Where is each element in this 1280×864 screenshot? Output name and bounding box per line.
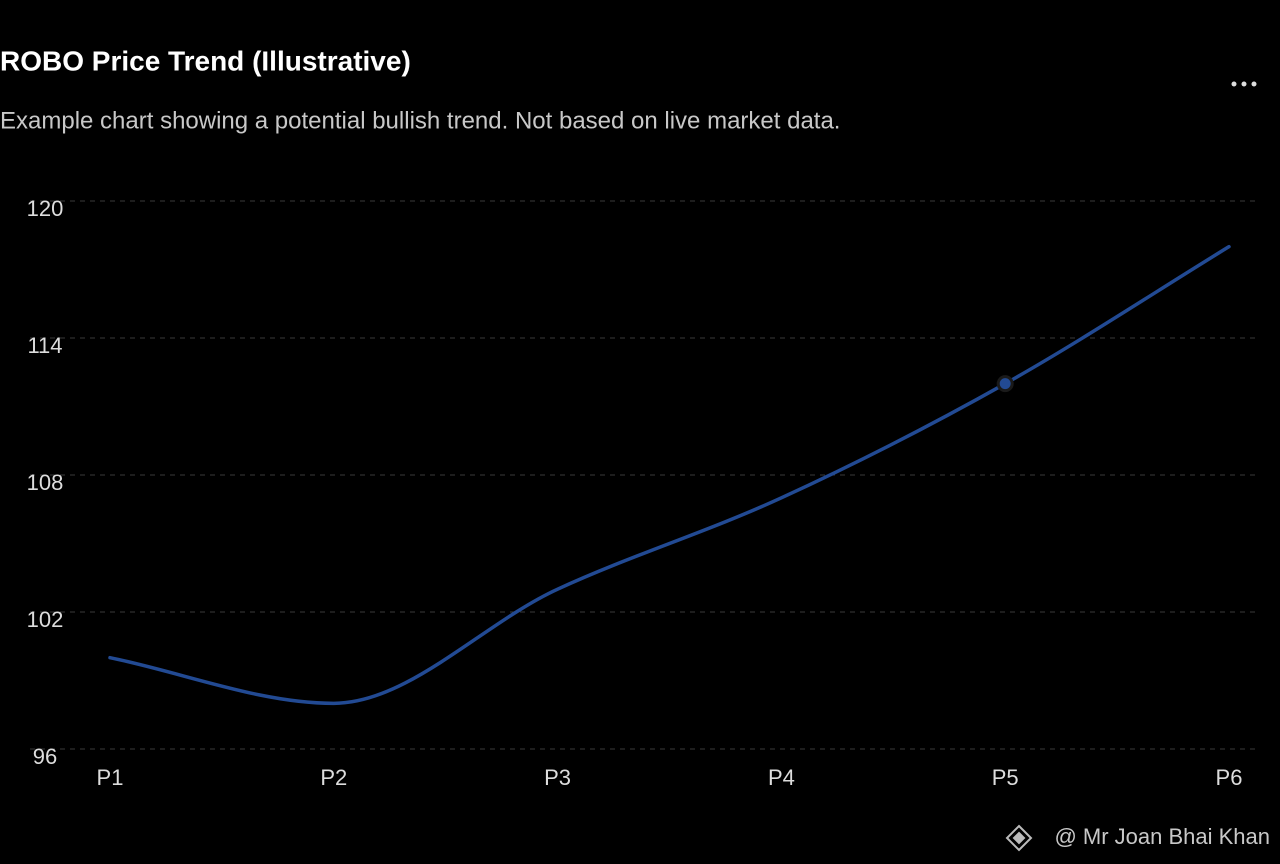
watermark-logo: [1005, 824, 1033, 852]
y-tick-label: 114: [27, 333, 62, 358]
x-tick-label: P2: [320, 765, 347, 790]
y-tick-label: 108: [27, 470, 64, 495]
chart-subtitle: Example chart showing a potential bullis…: [0, 107, 840, 134]
chart-title: ROBO Price Trend (Illustrative): [0, 45, 411, 76]
more-menu[interactable]: [1231, 81, 1257, 87]
y-tick-label: 120: [27, 196, 64, 221]
x-tick-label: P1: [97, 765, 124, 790]
y-tick-label: 102: [27, 607, 64, 632]
highlight-point: [996, 375, 1014, 393]
x-tick-label: P4: [768, 765, 795, 790]
x-tick-label: P5: [992, 765, 1019, 790]
line: [108, 244, 1231, 706]
x-tick-label: P3: [544, 765, 571, 790]
y-tick-label: 96: [33, 744, 57, 769]
watermark: @ Mr Joan Bhai Khan: [1054, 824, 1270, 849]
x-tick-label: P6: [1216, 765, 1243, 790]
